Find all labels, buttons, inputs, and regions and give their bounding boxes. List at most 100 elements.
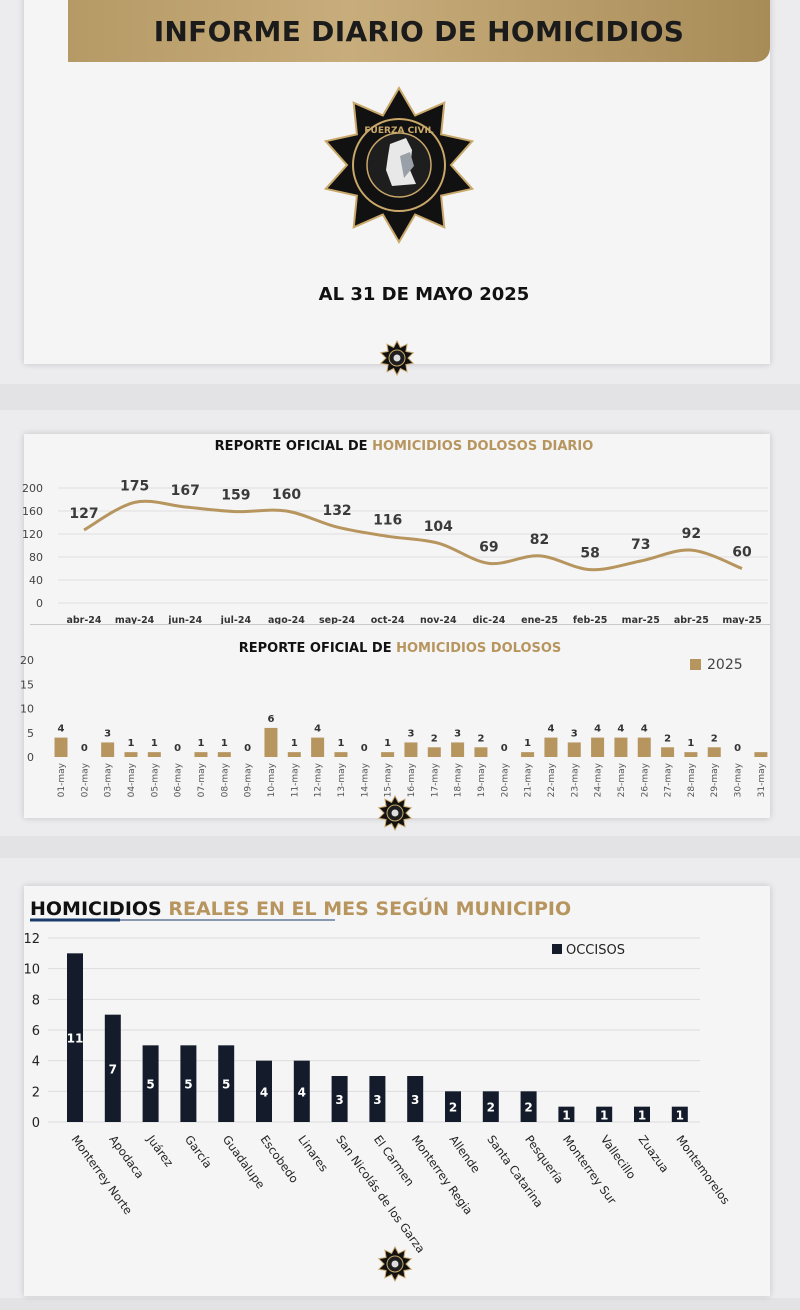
y-tick-label: 10 [23, 963, 40, 978]
bar [591, 737, 605, 757]
data-label: 1 [128, 738, 135, 749]
report-date: AL 31 DE MAYO 2025 [318, 284, 530, 305]
data-label: 1 [384, 738, 391, 749]
x-tick-label: abr-24 [66, 615, 101, 626]
data-label: 1 [524, 738, 531, 749]
bar [544, 737, 558, 757]
x-tick-label: 23-may [570, 762, 580, 797]
bar [264, 727, 278, 757]
y-tick-label: 120 [22, 528, 43, 541]
cover-slide: INFORME DIARIO DE HOMICIDIOS FUERZA CIVI… [0, 0, 800, 384]
data-label: 0 [501, 743, 508, 754]
x-tick-label: 21-may [524, 762, 534, 797]
x-tick-label: feb-25 [573, 615, 608, 626]
x-tick-label: García [182, 1133, 215, 1171]
bar [407, 1076, 424, 1122]
data-label: 175 [120, 478, 149, 494]
fuerza-civil-badge-icon: FUERZA CIVIL [323, 86, 475, 244]
legend-swatch [552, 944, 562, 954]
y-tick-label: 2 [32, 1085, 40, 1100]
y-tick-label: 0 [27, 751, 34, 764]
bar [54, 737, 68, 757]
x-tick-label: oct-24 [371, 615, 405, 626]
legend-label: 2025 [707, 657, 743, 673]
data-label: 3 [104, 728, 111, 739]
data-label: 3 [454, 728, 461, 739]
x-tick-label: nov-24 [420, 615, 457, 626]
x-tick-label: Juárez [144, 1132, 177, 1170]
bar [331, 1076, 348, 1122]
data-label: 5 [146, 1078, 154, 1092]
x-tick-label: 27-may [664, 762, 674, 797]
x-tick-label: 17-may [430, 762, 440, 797]
data-label: 7 [109, 1062, 117, 1076]
bar [404, 742, 418, 757]
x-tick-label: 07-may [197, 762, 207, 797]
bar [671, 1106, 688, 1122]
legend-swatch [690, 659, 701, 670]
bar [369, 1076, 386, 1122]
monthly-line-chart: REPORTE OFICIAL DE HOMICIDIOS DOLOSOS DI… [22, 439, 768, 626]
x-tick-label: 25-may [617, 762, 627, 797]
x-tick-label: 22-may [547, 762, 557, 797]
daily-report-slide: REPORTE OFICIAL DE HOMICIDIOS DOLOSOS DI… [0, 410, 800, 836]
y-tick-label: 40 [29, 574, 43, 587]
data-label: 0 [174, 743, 181, 754]
x-tick-label: dic-24 [472, 615, 505, 626]
legend-label: OCCISOS [566, 943, 625, 958]
data-label: 2 [487, 1101, 495, 1115]
data-label: 92 [682, 526, 701, 542]
x-tick-label: 02-may [80, 762, 90, 797]
data-label: 4 [260, 1085, 268, 1099]
x-tick-label: 01-may [57, 762, 67, 797]
y-tick-label: 0 [32, 1116, 40, 1131]
data-label: 3 [411, 1093, 419, 1107]
y-tick-label: 10 [20, 703, 34, 716]
data-label: 2 [664, 733, 671, 744]
x-tick-label: 19-may [477, 762, 487, 797]
bar [180, 1045, 197, 1122]
x-tick-label: 05-may [150, 762, 160, 797]
small-badge-icon [379, 340, 415, 376]
y-tick-label: 4 [32, 1055, 40, 1070]
data-label: 1 [291, 738, 298, 749]
municipality-slide: HOMICIDIOS REALES EN EL MES SEGÚN MUNICI… [0, 858, 800, 1298]
data-label: 132 [322, 503, 351, 519]
y-tick-label: 12 [23, 932, 40, 947]
small-badge-icon [377, 795, 413, 831]
bar [427, 747, 441, 757]
x-tick-label: Linares [295, 1133, 331, 1175]
bar [445, 1091, 461, 1122]
x-tick-label: Vallecillo [598, 1133, 639, 1182]
bar [256, 1060, 272, 1122]
x-tick-label: Montemorelos [673, 1133, 732, 1207]
x-tick-label: 26-may [640, 762, 650, 797]
y-tick-label: 200 [22, 482, 43, 495]
data-label: 3 [571, 728, 578, 739]
bar [293, 1060, 310, 1122]
data-label: 6 [267, 714, 274, 725]
bar [194, 752, 208, 757]
data-label: 4 [594, 724, 601, 735]
y-tick-label: 6 [32, 1024, 40, 1039]
daily-bar-chart: REPORTE OFICIAL DE HOMICIDIOS DOLOSOS 20… [20, 641, 768, 797]
bar [217, 752, 231, 757]
line-chart-title: REPORTE OFICIAL DE HOMICIDIOS DOLOSOS DI… [215, 439, 594, 454]
data-label: 5 [222, 1078, 230, 1092]
small-badge-icon [377, 1246, 413, 1282]
x-tick-label: sep-24 [319, 615, 355, 626]
x-tick-label: 10-may [267, 762, 277, 797]
x-tick-label: ene-25 [521, 615, 558, 626]
bar [334, 752, 348, 757]
y-tick-label: 5 [27, 727, 34, 740]
data-label: 2 [431, 733, 438, 744]
bar [142, 1045, 159, 1122]
data-label: 1 [151, 738, 158, 749]
data-label: 4 [547, 724, 554, 735]
data-label: 73 [631, 537, 650, 553]
data-label: 4 [617, 724, 624, 735]
data-label: 60 [732, 545, 752, 561]
x-tick-label: ago-24 [268, 615, 305, 626]
data-label: 1 [197, 738, 204, 749]
x-tick-label: 06-may [174, 762, 184, 797]
